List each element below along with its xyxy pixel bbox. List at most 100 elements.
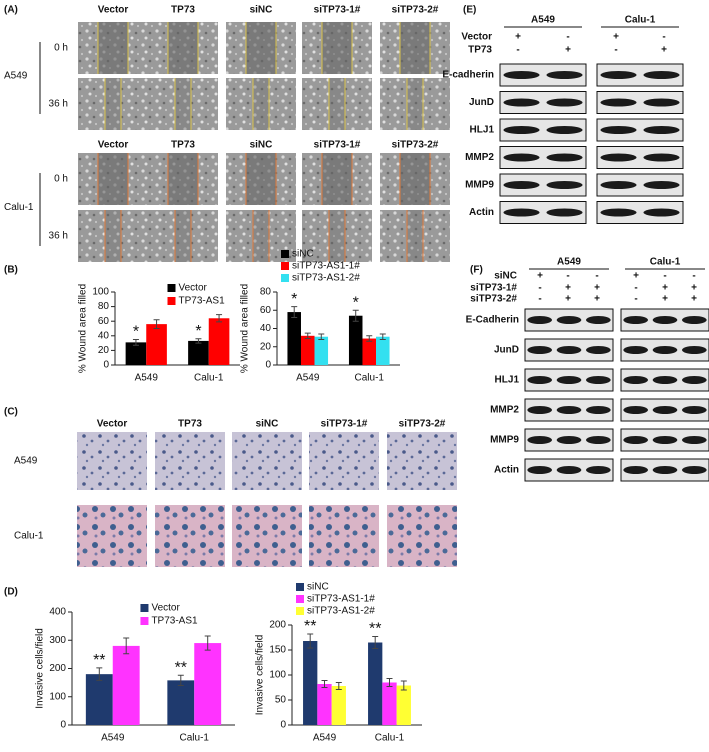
y-tick-label: 0 bbox=[60, 720, 66, 731]
error-bar bbox=[153, 319, 160, 329]
band bbox=[556, 316, 582, 324]
wound-gap bbox=[246, 153, 276, 205]
band bbox=[586, 316, 611, 324]
condition-sign: - bbox=[662, 32, 665, 43]
band bbox=[503, 126, 540, 134]
cell-line-label: A549 bbox=[14, 456, 38, 467]
band bbox=[600, 98, 637, 107]
band bbox=[527, 406, 552, 414]
wound-gap bbox=[322, 22, 352, 74]
bar bbox=[314, 336, 329, 365]
band bbox=[586, 346, 611, 354]
panel-label: (F) bbox=[470, 265, 483, 276]
y-tick-label: 80 bbox=[260, 287, 272, 298]
condition-sign: - bbox=[538, 294, 541, 305]
band bbox=[527, 436, 552, 444]
legend-label: siTP73-AS1-2# bbox=[292, 273, 360, 284]
blot-box bbox=[596, 91, 684, 114]
band bbox=[652, 466, 678, 474]
band bbox=[600, 71, 637, 79]
condition-sign: - bbox=[566, 271, 569, 282]
protein-label: MMP9 bbox=[465, 180, 494, 191]
significance: * bbox=[353, 294, 359, 311]
band bbox=[682, 436, 707, 444]
band bbox=[600, 208, 637, 217]
micrograph bbox=[309, 505, 379, 567]
band bbox=[556, 406, 582, 414]
condition-sign: + bbox=[662, 283, 668, 294]
y-axis-label: Invasive cells/field bbox=[255, 635, 266, 716]
column-header: siTP73-2# bbox=[399, 419, 446, 430]
cell-line-header: A549 bbox=[531, 15, 555, 26]
panel-label: (B) bbox=[4, 265, 18, 276]
blot-box bbox=[596, 201, 684, 224]
time-label: 0 h bbox=[54, 174, 68, 185]
error-bar bbox=[400, 680, 407, 691]
band bbox=[623, 436, 648, 444]
band bbox=[652, 346, 678, 354]
band bbox=[652, 436, 678, 444]
band bbox=[503, 208, 540, 217]
band bbox=[600, 181, 637, 189]
condition-sign: - bbox=[614, 45, 617, 56]
error-bar bbox=[379, 333, 386, 340]
condition-label: siNC bbox=[494, 271, 517, 282]
y-tick-label: 0 bbox=[265, 360, 271, 371]
y-axis-label: Invasive cells/field bbox=[35, 628, 46, 709]
condition-sign: - bbox=[692, 271, 695, 282]
column-header: Vector bbox=[98, 5, 129, 16]
band bbox=[546, 71, 583, 79]
x-tick-label: A549 bbox=[135, 373, 159, 384]
x-tick-label: A549 bbox=[101, 733, 125, 744]
wound-gap bbox=[329, 78, 345, 130]
y-tick-label: 80 bbox=[98, 301, 110, 312]
condition-sign: + bbox=[662, 294, 668, 305]
bar bbox=[376, 336, 390, 365]
error-bar bbox=[132, 338, 139, 346]
error-bar bbox=[372, 636, 379, 649]
wound-gap bbox=[105, 78, 121, 130]
wound-gap bbox=[175, 78, 191, 130]
band bbox=[682, 406, 707, 414]
band bbox=[503, 153, 540, 162]
significance: ** bbox=[304, 618, 316, 635]
band bbox=[527, 466, 552, 474]
micrograph bbox=[155, 432, 225, 490]
significance: * bbox=[133, 324, 139, 341]
cell-line-label: A549 bbox=[4, 71, 28, 82]
column-header: siNC bbox=[250, 140, 273, 151]
column-header: Vector bbox=[98, 140, 129, 151]
micrograph bbox=[387, 432, 457, 490]
band bbox=[556, 346, 582, 354]
band bbox=[556, 466, 582, 474]
legend-label: TP73-AS1 bbox=[179, 296, 226, 307]
micrograph bbox=[380, 210, 450, 262]
micrograph bbox=[78, 210, 148, 262]
blot-box bbox=[499, 146, 587, 169]
bar bbox=[208, 318, 230, 365]
bar bbox=[331, 686, 346, 725]
significance: ** bbox=[175, 659, 187, 676]
legend-label: Vector bbox=[179, 283, 208, 294]
band bbox=[682, 376, 707, 384]
column-header: Vector bbox=[97, 419, 128, 430]
error-bar bbox=[204, 635, 211, 651]
legend-swatch bbox=[281, 250, 289, 258]
band bbox=[586, 406, 611, 414]
y-tick-label: 150 bbox=[269, 645, 286, 656]
legend-label: siNC bbox=[292, 249, 314, 260]
band bbox=[527, 376, 552, 384]
y-tick-label: 200 bbox=[269, 620, 286, 631]
band bbox=[652, 406, 678, 414]
band bbox=[643, 181, 680, 189]
y-tick-label: 0 bbox=[280, 720, 286, 731]
band bbox=[623, 406, 648, 414]
column-header: siNC bbox=[256, 419, 279, 430]
legend-label: TP73-AS1 bbox=[151, 616, 198, 627]
condition-sign: - bbox=[538, 283, 541, 294]
micrograph bbox=[309, 432, 379, 490]
bar bbox=[146, 324, 167, 365]
cell-line-label: Calu-1 bbox=[4, 202, 34, 213]
micrograph bbox=[77, 432, 147, 490]
band bbox=[527, 346, 552, 354]
